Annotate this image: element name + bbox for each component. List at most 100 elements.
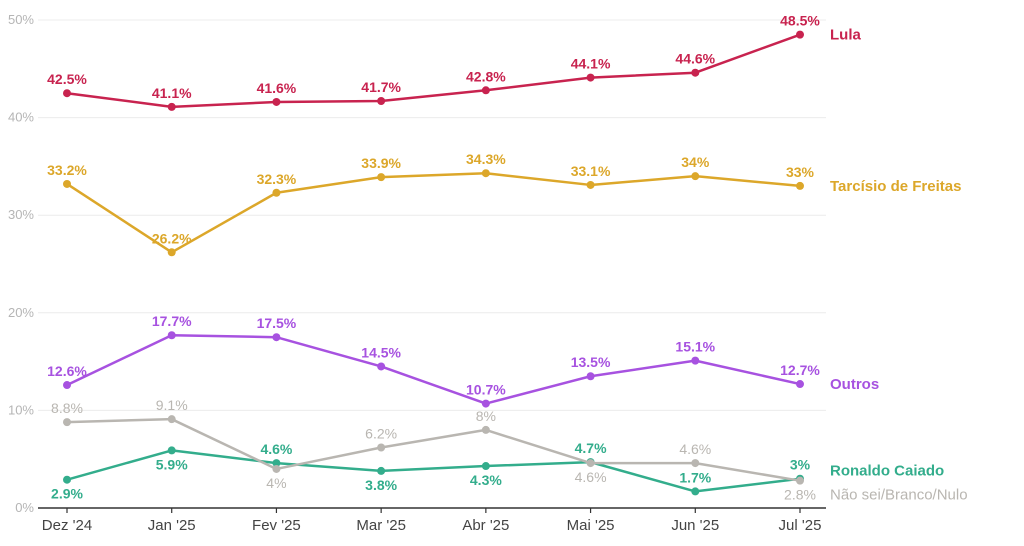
y-tick-label: 50%: [8, 12, 34, 27]
data-point: [481, 169, 490, 178]
data-label: 48.5%: [780, 13, 820, 29]
y-tick-label: 40%: [8, 110, 34, 125]
legend: Lula Tarcísio de Freitas Outros Ronaldo Cai…: [830, 27, 968, 504]
data-point: [167, 415, 176, 424]
data-point: [63, 179, 71, 188]
data-point: [377, 443, 386, 452]
data-label: 8.8%: [51, 400, 83, 416]
data-label: 3.8%: [365, 477, 397, 493]
data-point: [272, 188, 281, 197]
x-tick-label: Jul '25: [779, 517, 822, 534]
data-point: [63, 475, 71, 484]
data-point: [272, 464, 281, 473]
legend-label: Não sei/Branco/Nulo: [830, 487, 968, 504]
data-label: 33.9%: [361, 155, 401, 171]
series-n-o-sei-branco-nulo: [63, 415, 804, 485]
data-point: [377, 173, 386, 182]
data-point: [481, 462, 490, 471]
data-point: [272, 97, 281, 106]
data-point: [796, 30, 804, 39]
data-label: 26.2%: [152, 230, 192, 246]
gridlines: [38, 19, 826, 411]
series-tarc-sio-de-freitas: [63, 169, 804, 257]
data-label: 41.1%: [152, 85, 192, 101]
series-ronaldo-caiado: [63, 446, 804, 496]
data-point: [691, 68, 700, 77]
x-tick-label: Jan '25: [148, 517, 196, 534]
data-point: [586, 459, 595, 468]
data-label: 2.9%: [51, 486, 83, 502]
data-label: 15.1%: [675, 339, 715, 355]
data-label: 4.7%: [575, 440, 607, 456]
data-label: 44.1%: [571, 56, 611, 72]
data-label: 42.5%: [47, 71, 87, 87]
series-outros: [63, 331, 804, 408]
series-line: [66, 33, 801, 109]
data-label: 44.6%: [675, 51, 715, 67]
data-label: 33%: [786, 164, 815, 180]
data-label: 4.3%: [470, 472, 502, 488]
series-line: [66, 449, 801, 493]
data-label: 6.2%: [365, 425, 397, 441]
data-label: 4.6%: [260, 441, 292, 457]
x-tick-label: Mar '25: [356, 517, 406, 534]
data-point: [377, 466, 386, 475]
data-label: 10.7%: [466, 382, 506, 398]
data-point: [691, 172, 700, 181]
y-tick-label: 10%: [8, 402, 34, 417]
data-point: [481, 86, 490, 95]
data-label: 33.2%: [47, 162, 87, 178]
x-tick-label: Jun '25: [671, 517, 719, 534]
data-label: 4.6%: [679, 441, 711, 457]
data-point: [481, 399, 490, 408]
x-tick-label: Dez '24: [42, 517, 92, 534]
x-tick-label: Fev '25: [252, 517, 301, 534]
data-label: 17.7%: [152, 313, 192, 329]
data-labels: 42.5% 41.1% 41.6% 41.7% 42.8% 44.1% 44.6% 48.5%…: [47, 13, 820, 503]
data-point: [586, 180, 595, 189]
y-axis-ticks: 0% 10% 20% 30% 40% 50%: [8, 12, 34, 515]
data-point: [796, 476, 804, 485]
series-line: [66, 333, 801, 405]
series-lula: [63, 30, 804, 111]
legend-label: Tarcísio de Freitas: [830, 178, 961, 195]
data-label: 8%: [476, 408, 496, 424]
data-point: [63, 381, 71, 390]
data-point: [377, 362, 386, 371]
data-point: [796, 380, 804, 389]
x-tick-label: Mai '25: [567, 517, 615, 534]
data-label: 13.5%: [571, 354, 611, 370]
data-label: 34.3%: [466, 151, 506, 167]
data-point: [691, 459, 700, 468]
data-point: [691, 487, 700, 496]
data-point: [691, 356, 700, 365]
data-label: 17.5%: [257, 315, 297, 331]
legend-label: Ronaldo Caiado: [830, 463, 944, 480]
legend-label: Outros: [830, 376, 879, 393]
series-line: [66, 417, 801, 482]
data-label: 2.8%: [784, 487, 816, 503]
data-label: 5.9%: [156, 456, 188, 472]
y-tick-label: 20%: [8, 305, 34, 320]
x-axis-ticks: Dez '24 Jan '25 Fev '25 Mar '25 Abr '25 Mai '…: [42, 508, 822, 534]
data-label: 1.7%: [679, 469, 711, 485]
data-label: 41.6%: [257, 80, 297, 96]
x-tick-label: Abr '25: [462, 517, 509, 534]
data-point: [272, 459, 281, 468]
y-tick-label: 30%: [8, 207, 34, 222]
data-label: 4.6%: [575, 469, 607, 485]
data-point: [167, 331, 176, 340]
data-label: 12.7%: [780, 362, 820, 378]
data-label: 33.1%: [571, 163, 611, 179]
legend-label: Lula: [830, 27, 861, 44]
data-point: [586, 372, 595, 381]
data-label: 34%: [681, 154, 710, 170]
data-label: 14.5%: [361, 344, 401, 360]
data-point: [377, 97, 386, 106]
data-point: [167, 248, 176, 257]
data-point: [63, 418, 71, 427]
series-lines: [63, 30, 804, 496]
data-label: 42.8%: [466, 68, 506, 84]
data-point: [167, 102, 176, 111]
